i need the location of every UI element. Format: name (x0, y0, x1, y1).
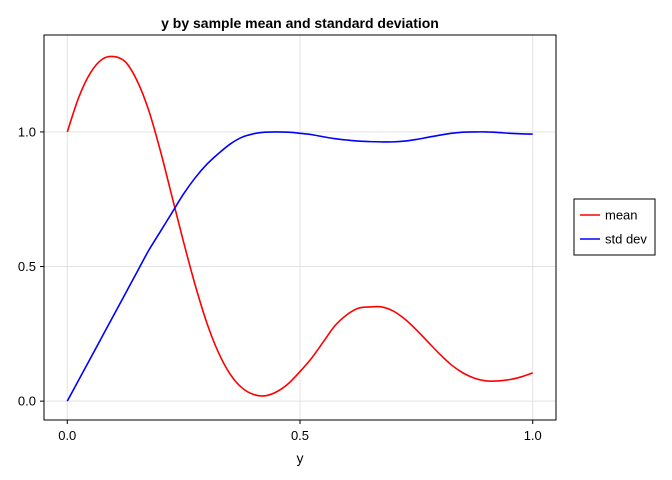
legend-box (573, 198, 656, 256)
x-tick-label-2: 1.0 (524, 428, 542, 443)
x-tick-label-1: 0.5 (291, 428, 309, 443)
legend: mean std dev (573, 198, 656, 256)
x-axis-label: y (297, 450, 304, 466)
grid (44, 35, 556, 420)
x-tick-label-0: 0.0 (58, 428, 76, 443)
y-tick-label-0: 0.0 (18, 394, 36, 409)
series-line-std-dev (66, 131, 533, 402)
axis-ticks: 0.0 0.5 1.0 0.0 0.5 1.0 (18, 124, 542, 443)
legend-label-std-dev: std dev (605, 232, 647, 247)
series-layer (66, 55, 533, 402)
series-line-mean (66, 55, 533, 397)
y-tick-label-1: 0.5 (18, 259, 36, 274)
legend-label-mean: mean (605, 208, 638, 223)
chart-title: y by sample mean and standard deviation (161, 15, 439, 31)
y-tick-label-2: 1.0 (18, 124, 36, 139)
